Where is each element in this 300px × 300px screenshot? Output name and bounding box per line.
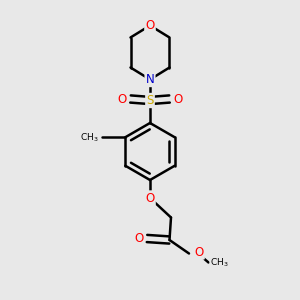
Text: O: O: [118, 92, 127, 106]
Text: N: N: [146, 73, 154, 86]
Text: O: O: [194, 245, 204, 259]
Text: O: O: [146, 191, 154, 205]
Text: O: O: [135, 232, 144, 245]
Text: CH$_3$: CH$_3$: [210, 256, 229, 269]
Text: S: S: [146, 94, 154, 107]
Text: O: O: [146, 19, 154, 32]
Text: CH$_3$: CH$_3$: [80, 131, 98, 143]
Text: O: O: [173, 92, 182, 106]
